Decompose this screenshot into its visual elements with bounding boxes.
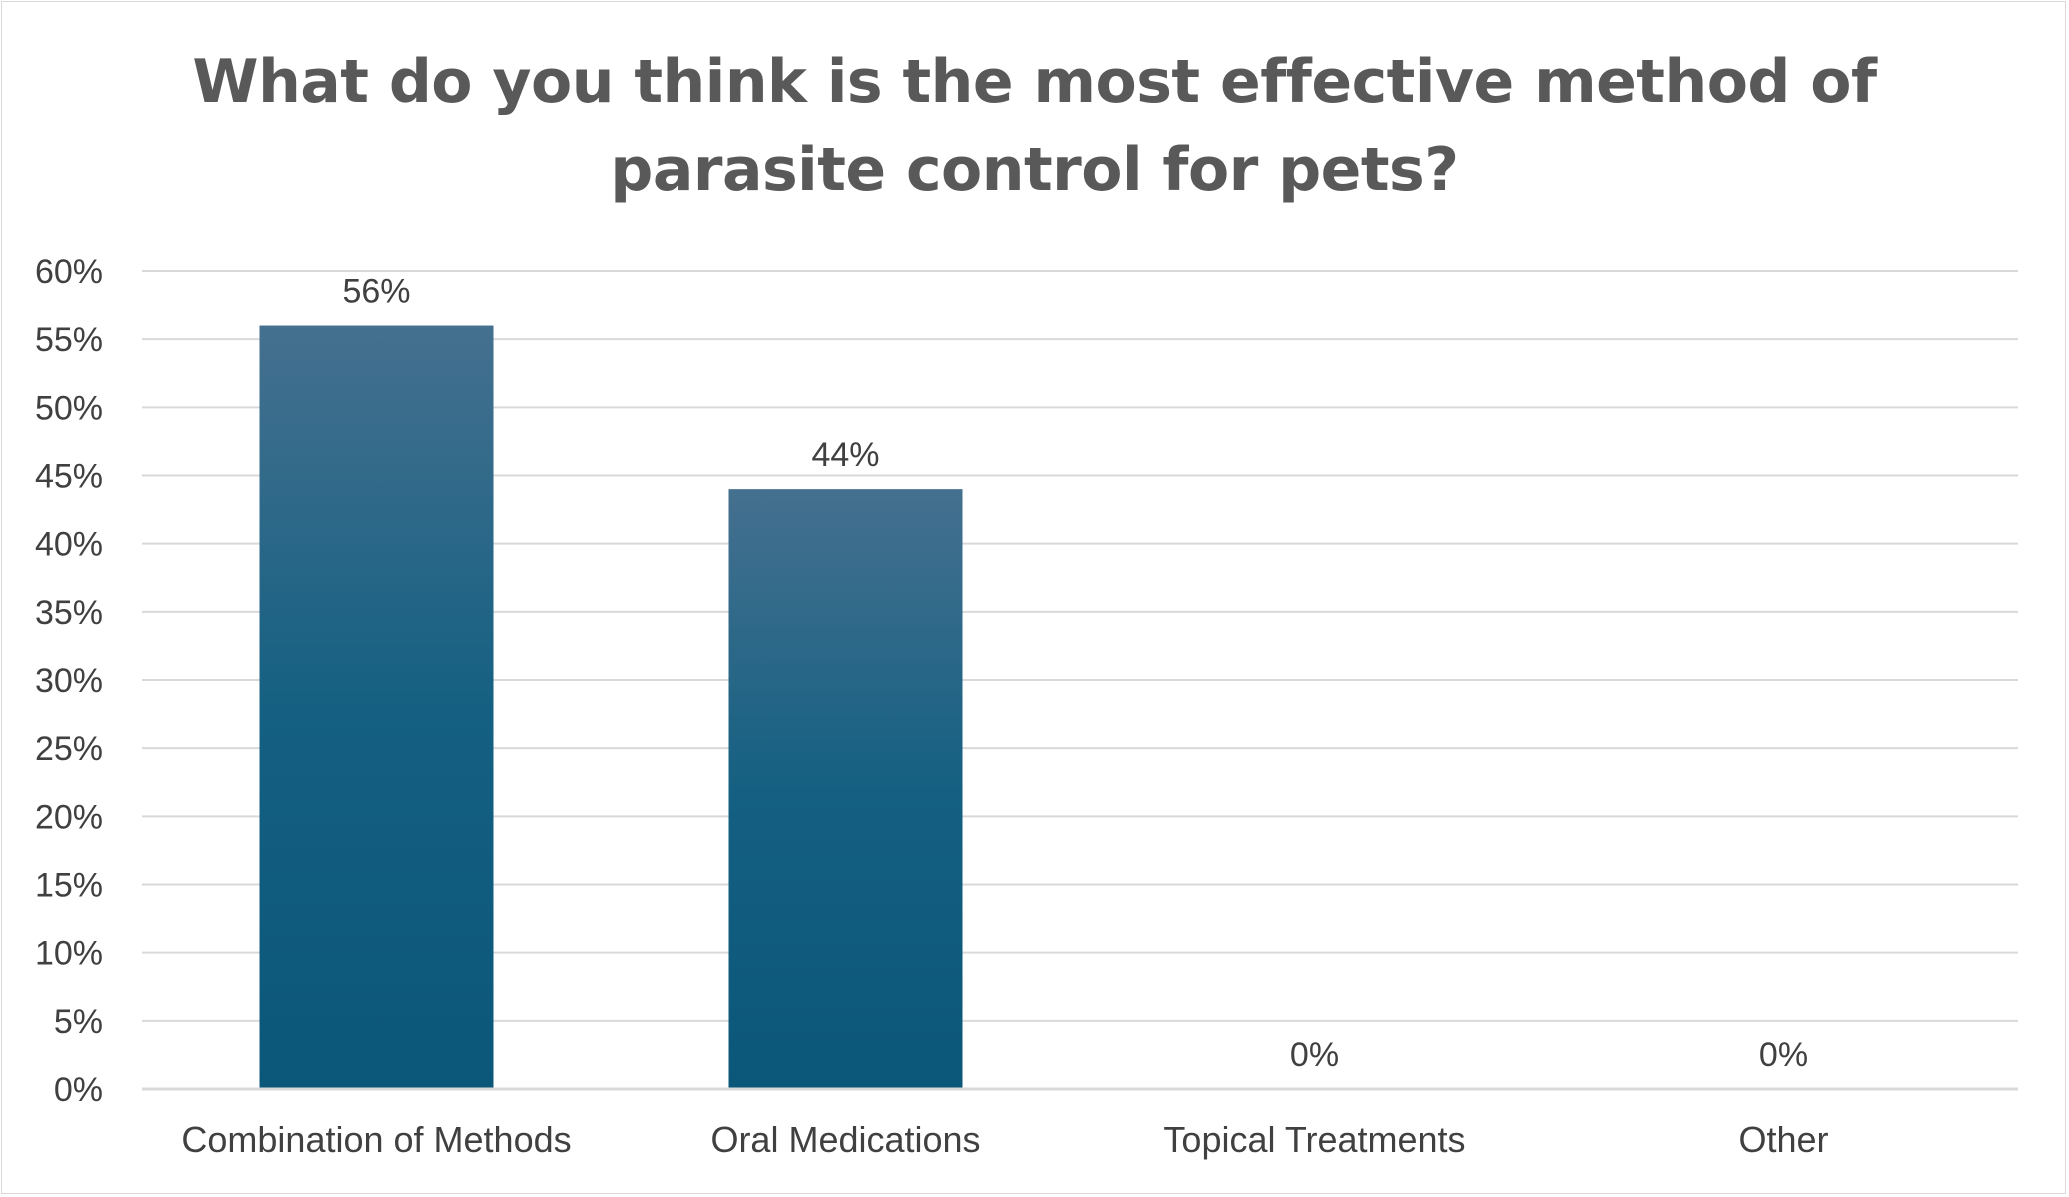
category-label: Combination of Methods (181, 1119, 571, 1160)
y-tick-label: 40% (35, 526, 103, 564)
category-labels: Combination of Methods Oral Medications To… (181, 1119, 1828, 1160)
y-tick-label: 50% (35, 389, 103, 427)
data-label: 44% (811, 436, 879, 474)
chart-title: What do you think is the most effective … (0, 38, 2069, 214)
y-tick-label: 10% (35, 935, 103, 973)
y-tick-label: 30% (35, 662, 103, 700)
category-label: Topical Treatments (1163, 1119, 1465, 1160)
bar (259, 325, 494, 1089)
y-tick-label: 25% (35, 730, 103, 768)
chart-title-line-1: What do you think is the most effective … (192, 47, 1877, 117)
data-labels: 56% 44% 0% 0% (342, 273, 1808, 1074)
y-tick-label: 60% (35, 253, 103, 291)
bars (259, 325, 963, 1090)
y-axis-tick-labels: 0% 5% 10% 15% 20% 25% 30% 35% 40% 45% 50% 55% 60% (35, 253, 103, 1109)
bar (728, 489, 963, 1090)
y-tick-label: 5% (54, 1003, 103, 1041)
data-label: 56% (342, 273, 410, 311)
data-label: 0% (1290, 1036, 1339, 1074)
y-tick-label: 55% (35, 321, 103, 359)
category-label: Oral Medications (710, 1119, 980, 1160)
category-label: Other (1738, 1119, 1828, 1160)
y-tick-label: 20% (35, 798, 103, 836)
y-tick-label: 45% (35, 458, 103, 496)
y-tick-label: 15% (35, 867, 103, 905)
chart-title-line-2: parasite control for pets? (610, 135, 1459, 205)
data-label: 0% (1759, 1036, 1808, 1074)
y-tick-label: 0% (54, 1071, 103, 1109)
y-tick-label: 35% (35, 594, 103, 632)
